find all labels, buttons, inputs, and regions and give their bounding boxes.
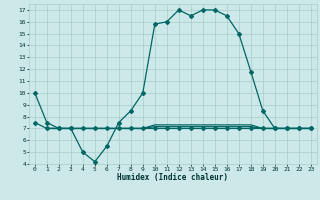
X-axis label: Humidex (Indice chaleur): Humidex (Indice chaleur): [117, 173, 228, 182]
